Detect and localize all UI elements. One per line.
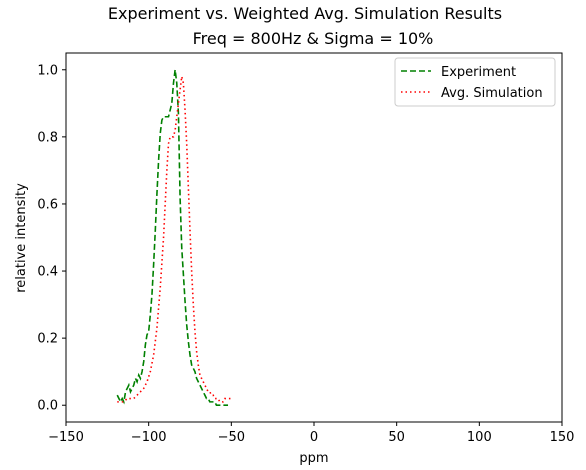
chart-title: Experiment vs. Weighted Avg. Simulation … xyxy=(108,4,502,23)
legend-box xyxy=(394,57,556,107)
x-tick-label: −50 xyxy=(218,430,245,445)
y-tick-label: 1.0 xyxy=(37,63,58,78)
y-tick-label: 0.0 xyxy=(37,399,58,414)
x-tick-label: 100 xyxy=(467,430,492,445)
axes-frame xyxy=(65,52,563,423)
x-axis-ticks: −150 −100 −50 0 50 100 150 xyxy=(48,422,574,445)
y-axis-ticks: 0.0 0.2 0.4 0.6 0.8 1.0 xyxy=(37,63,66,414)
y-axis-label: relative intensity xyxy=(14,183,29,293)
legend: Experiment Avg. Simulation xyxy=(394,57,556,107)
x-tick-label: 50 xyxy=(388,430,405,445)
series-line-experiment xyxy=(116,69,229,407)
y-tick-label: 0.8 xyxy=(37,130,58,145)
y-tick-label: 0.4 xyxy=(37,265,58,280)
x-tick-label: −100 xyxy=(131,430,167,445)
chart-subtitle: Freq = 800Hz & Sigma = 10% xyxy=(193,29,434,48)
x-tick-label: −150 xyxy=(48,430,84,445)
legend-label-experiment: Experiment xyxy=(441,65,516,80)
legend-label-avg-simulation: Avg. Simulation xyxy=(441,86,543,101)
x-tick-label: 150 xyxy=(550,430,575,445)
y-tick-label: 0.6 xyxy=(37,197,58,212)
plot-area xyxy=(65,52,563,423)
x-axis-label: ppm xyxy=(299,451,328,466)
x-tick-label: 0 xyxy=(310,430,318,445)
series-line-avg-simulation xyxy=(117,76,232,403)
y-tick-label: 0.2 xyxy=(37,332,58,347)
